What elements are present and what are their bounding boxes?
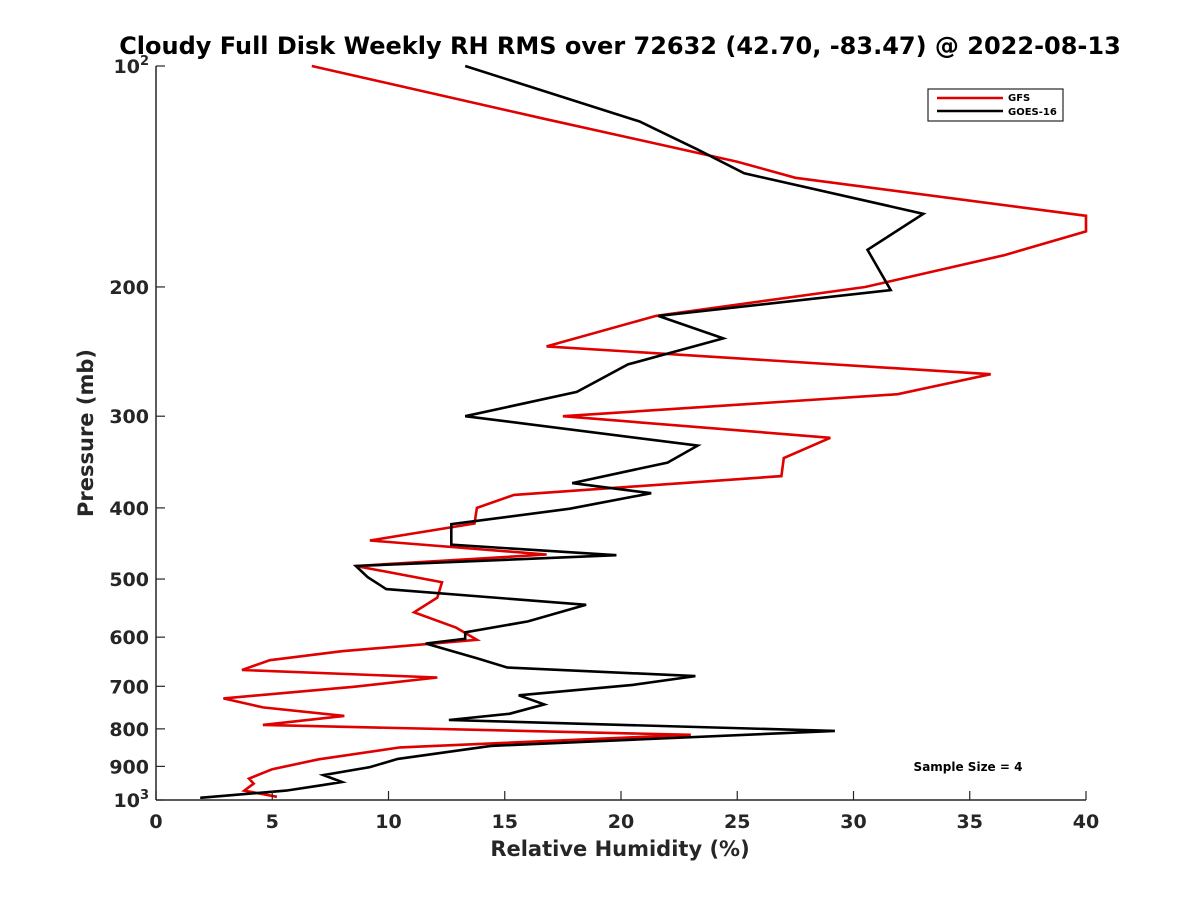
series-line-gfs	[223, 64, 1088, 799]
legend-label-goes-16: GOES-16	[1008, 107, 1057, 118]
y-axis-label: Pressure (mb)	[74, 349, 98, 517]
tick-layer: 0 5 10 15 20 25 30 35 40 102 200 300 400 500 600 700 800…	[109, 54, 1099, 833]
y-tick-label: 600	[109, 627, 149, 649]
series-layer	[200, 64, 1088, 800]
x-tick-label: 10	[375, 811, 401, 833]
sample-size-annotation: Sample Size = 4	[914, 760, 1023, 774]
x-tick-label: 0	[149, 811, 162, 833]
y-tick-label: 200	[109, 277, 149, 299]
x-axis-label: Relative Humidity (%)	[490, 837, 749, 861]
x-tick-label: 5	[266, 811, 279, 833]
y-tick-label: 102	[114, 54, 150, 78]
legend-box	[927, 88, 1064, 122]
y-tick-label: 900	[109, 756, 149, 778]
x-tick-label: 30	[840, 811, 866, 833]
y-tick-label: 500	[109, 569, 149, 591]
y-tick-label: 800	[109, 719, 149, 741]
chart-title: Cloudy Full Disk Weekly RH RMS over 7263…	[119, 32, 1121, 60]
x-tick-label: 40	[1073, 811, 1099, 833]
x-tick-label: 35	[957, 811, 983, 833]
y-tick-label: 300	[109, 406, 149, 428]
y-tick-label: 700	[109, 676, 149, 698]
plot-area	[155, 66, 1086, 801]
x-tick-label: 15	[492, 811, 518, 833]
y-tick-label: 103	[114, 788, 150, 812]
series-line-goes-16	[200, 64, 927, 800]
x-tick-label: 20	[608, 811, 634, 833]
legend-label-gfs: GFS	[1008, 93, 1030, 104]
legend: GFS GOES-16	[927, 88, 1064, 122]
x-tick-label: 25	[724, 811, 750, 833]
y-tick-label: 400	[109, 498, 149, 520]
